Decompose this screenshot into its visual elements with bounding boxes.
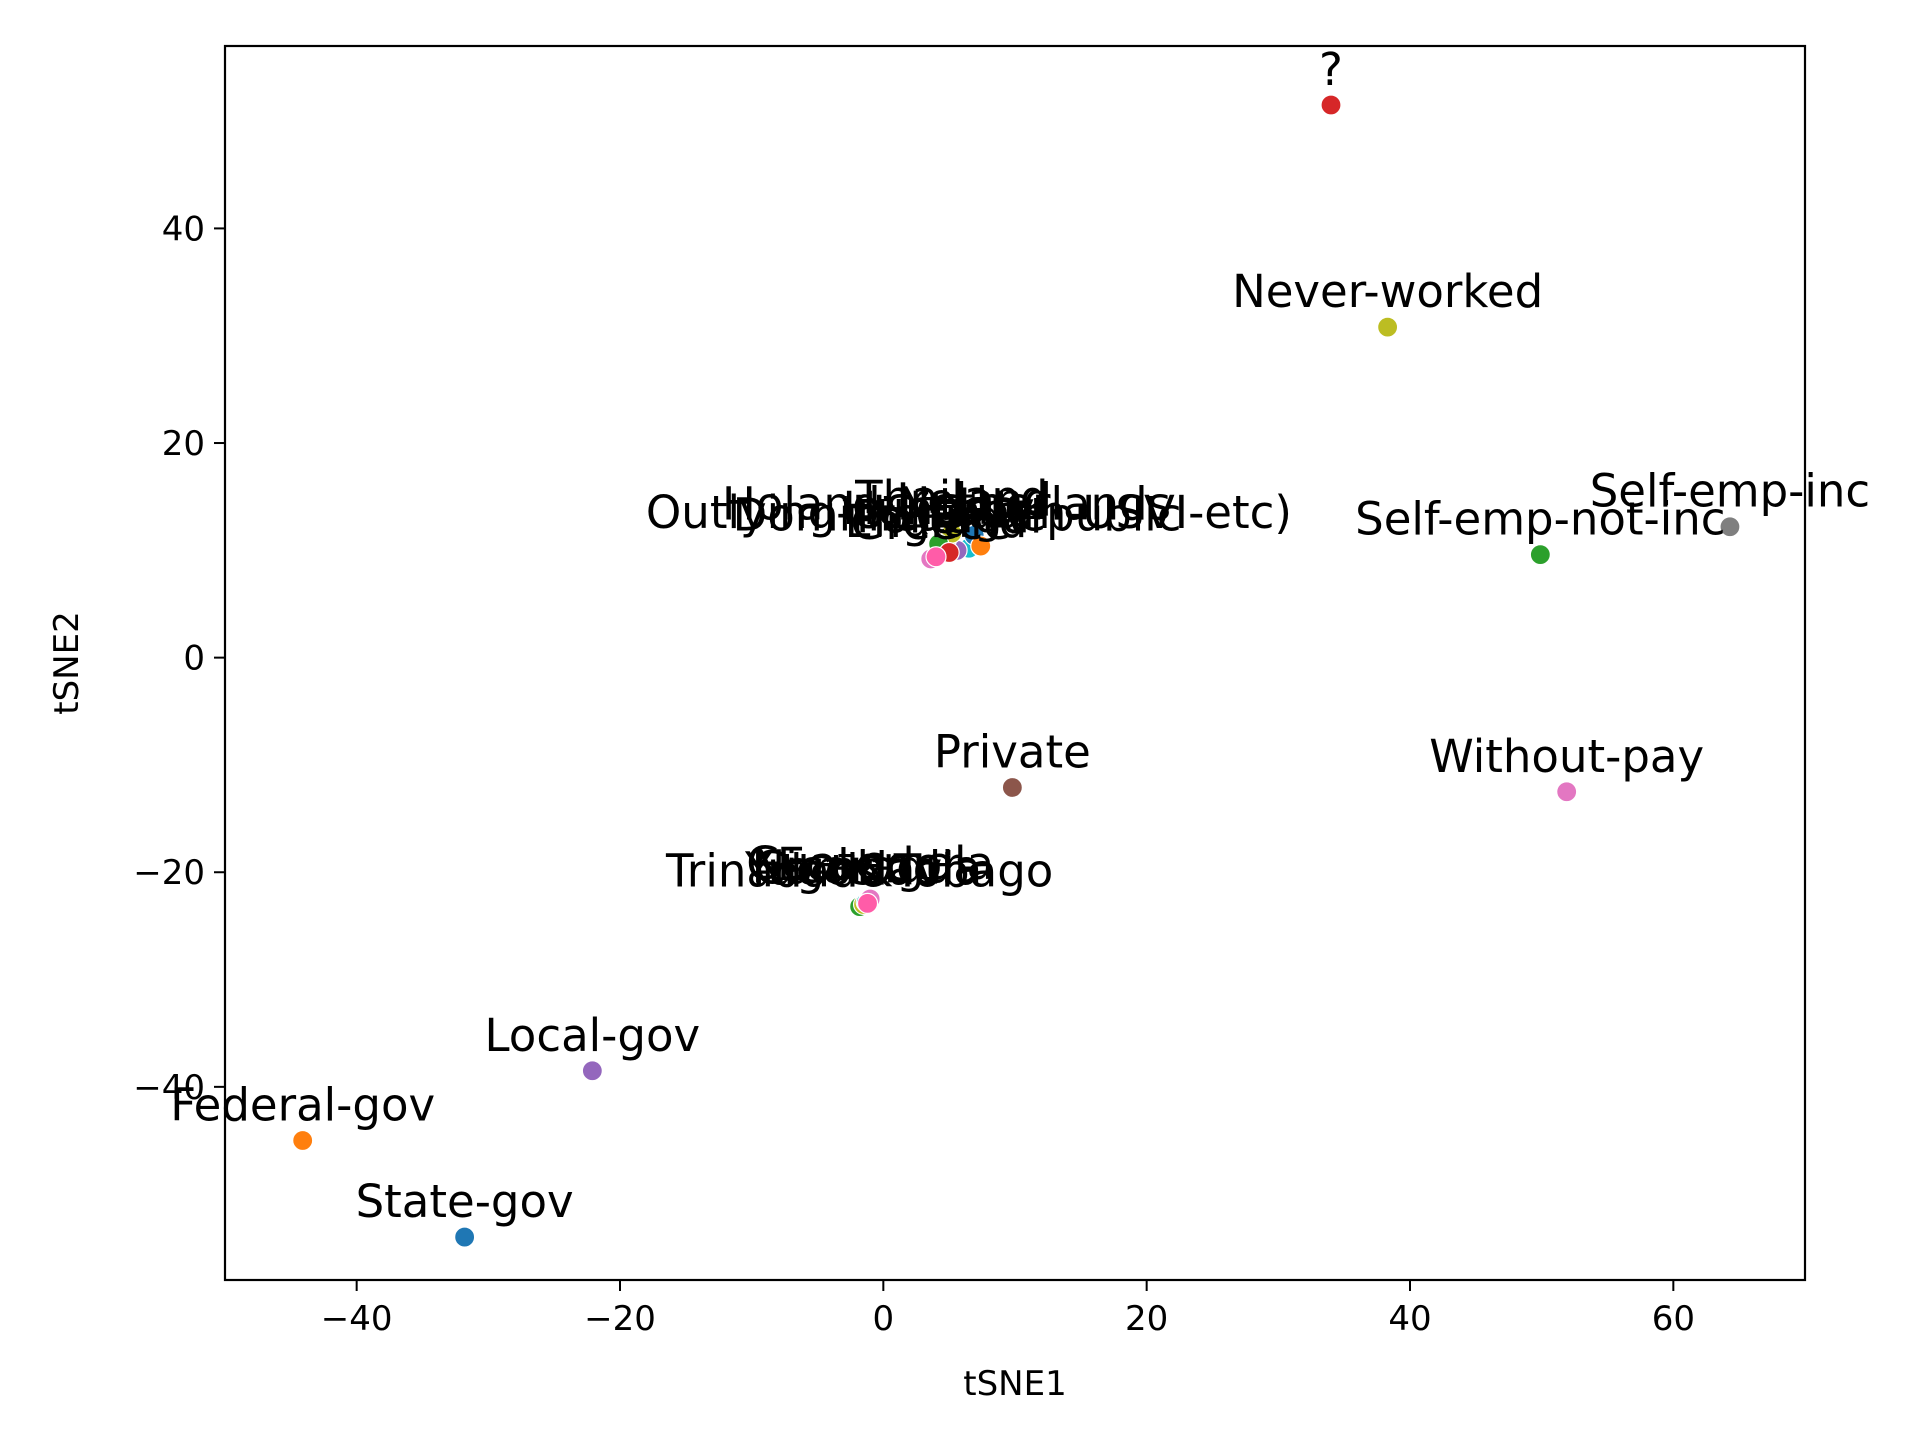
data-point: [1529, 544, 1551, 566]
data-label: Ecuador: [777, 838, 961, 891]
y-axis-label: tSNE2: [47, 611, 87, 714]
y-tick-label: 20: [162, 424, 205, 464]
data-point: [1320, 94, 1342, 116]
data-label: Federal-gov: [170, 1079, 435, 1132]
x-tick-label: −20: [584, 1299, 656, 1339]
data-label: Nicaragua: [752, 840, 981, 893]
data-label: Never-worked: [1232, 265, 1543, 318]
data-point: [292, 1129, 314, 1152]
data-label: Without-pay: [1429, 730, 1704, 783]
x-tick-label: 0: [873, 1299, 895, 1339]
x-tick-label: 60: [1652, 1299, 1695, 1339]
data-label: Local-gov: [485, 1009, 701, 1062]
data-label: Ireland: [896, 473, 1052, 526]
data-label: Trinadad&Tobago: [665, 845, 1053, 898]
y-tick-label: −40: [133, 1068, 205, 1108]
data-label: England: [845, 495, 1028, 548]
data-label: Self-emp-inc: [1590, 465, 1870, 518]
data-label: Yugoslavia: [744, 842, 982, 895]
data-label: Portugal: [856, 490, 1042, 543]
data-label: Dominican-Republic: [733, 488, 1182, 541]
data-point: [1556, 781, 1578, 803]
data-point: [454, 1226, 476, 1248]
data-label: Self-emp-not-inc: [1355, 493, 1725, 546]
data-point: [1719, 516, 1741, 538]
data-label: Private: [934, 725, 1091, 778]
data-label: Cambodia: [754, 841, 982, 894]
y-tick-label: 0: [183, 639, 205, 679]
data-point: [925, 546, 947, 568]
data-point: [581, 1060, 603, 1082]
data-label: Outlying-US(Guam-USVI-etc): [646, 486, 1292, 539]
x-tick-label: −40: [321, 1299, 393, 1339]
y-axis: −40 −20 0 20 40: [133, 209, 225, 1108]
data-label: Thailand: [854, 471, 1048, 524]
data-label: Holand-Netherlands: [722, 478, 1171, 531]
data-label: State-gov: [356, 1175, 574, 1228]
x-axis-label: tSNE1: [963, 1364, 1066, 1404]
x-tick-label: 40: [1388, 1299, 1431, 1339]
y-tick-label: −20: [133, 853, 205, 893]
data-point: [1377, 316, 1399, 338]
data-point: [856, 892, 879, 914]
data-label: Laos: [929, 484, 1033, 537]
x-axis: −40 −20 0 20 40 60: [321, 1280, 1695, 1339]
data-label: ?: [1319, 43, 1343, 96]
plot-frame: [223, 44, 1807, 1282]
y-tick-label: 40: [162, 209, 205, 249]
data-label: Greece: [851, 497, 1011, 550]
data-points: [292, 94, 1741, 1248]
data-label: Hungary: [843, 482, 1035, 535]
data-labels: ? Never-worked Self-emp-incSelf-emp-not-in…: [170, 43, 1870, 1228]
data-label: Guatemala: [746, 837, 994, 890]
data-point: [1001, 776, 1023, 799]
x-tick-label: 20: [1125, 1299, 1168, 1339]
data-point: [970, 535, 992, 557]
